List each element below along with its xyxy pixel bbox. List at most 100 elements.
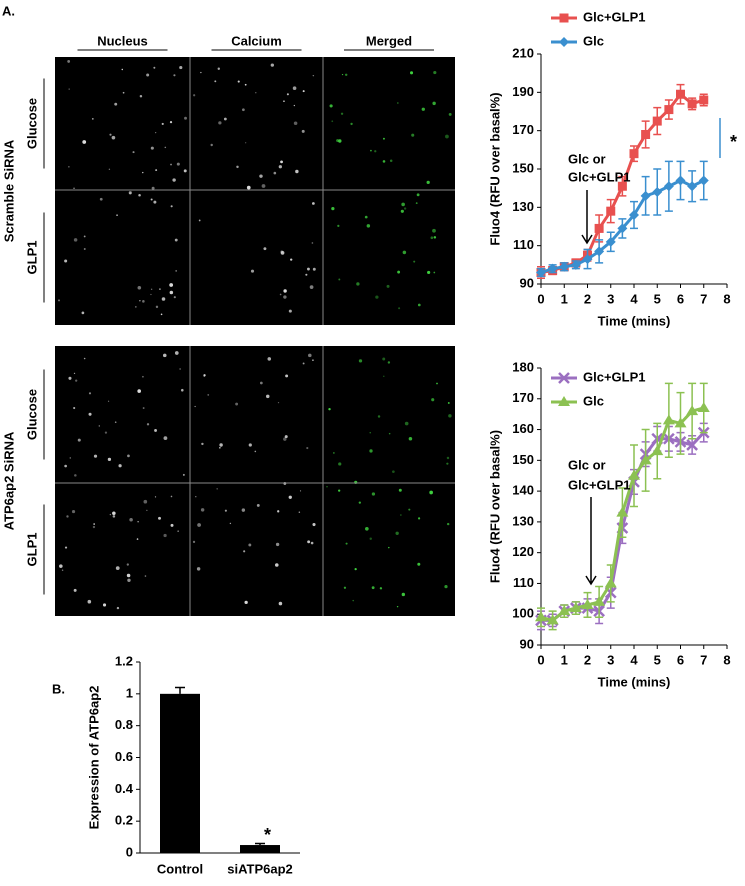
cell xyxy=(275,542,280,547)
cell xyxy=(200,71,202,74)
cell xyxy=(104,431,108,434)
marker xyxy=(628,469,640,480)
annotation: Glc or xyxy=(568,151,606,166)
cell xyxy=(179,368,181,370)
cell xyxy=(112,511,116,515)
cell xyxy=(58,299,60,302)
marker xyxy=(651,445,664,456)
cell xyxy=(344,73,348,77)
cell xyxy=(250,269,255,273)
y-tick-label: 1 xyxy=(126,685,133,700)
marker xyxy=(686,405,699,416)
cell xyxy=(158,516,162,520)
cell xyxy=(69,457,71,459)
cell xyxy=(98,425,101,427)
cell xyxy=(174,351,179,355)
cell xyxy=(421,107,425,111)
cell xyxy=(194,405,196,408)
y-axis-label: Fluo4 (RFU over basal%) xyxy=(487,430,502,583)
y-tick-label: 0.8 xyxy=(115,717,133,732)
cell xyxy=(270,63,274,67)
marker xyxy=(617,223,628,234)
cell xyxy=(64,464,67,468)
cell xyxy=(224,509,227,512)
cell xyxy=(401,592,406,597)
cell xyxy=(161,122,164,126)
cell xyxy=(73,372,76,375)
cell xyxy=(207,394,210,396)
cell xyxy=(416,193,420,197)
marker xyxy=(617,181,627,191)
cell xyxy=(150,293,152,296)
marker xyxy=(675,175,686,186)
cell xyxy=(218,121,222,125)
cell xyxy=(137,389,141,393)
cell xyxy=(259,174,263,178)
cell xyxy=(375,295,379,299)
cell xyxy=(295,169,299,174)
cell xyxy=(356,282,360,286)
cell xyxy=(61,569,64,572)
cell xyxy=(169,283,174,287)
cell xyxy=(170,163,172,166)
panel-label: A. xyxy=(2,3,15,18)
cell xyxy=(410,71,414,75)
cell xyxy=(142,407,145,409)
cell xyxy=(169,290,174,295)
cell xyxy=(200,508,205,512)
error-bar xyxy=(255,842,265,846)
cell xyxy=(154,496,157,498)
x-tick-label: 7 xyxy=(700,291,707,306)
cell xyxy=(172,178,176,182)
cell xyxy=(404,421,409,426)
cell xyxy=(403,207,407,210)
group-label: Scramble SiRNA xyxy=(1,139,16,242)
cell xyxy=(305,273,308,276)
cell xyxy=(150,288,153,290)
marker xyxy=(687,99,697,109)
y-tick-label: 210 xyxy=(512,45,534,60)
cell xyxy=(307,267,310,271)
cell xyxy=(66,515,69,518)
marker xyxy=(558,605,571,616)
cell xyxy=(350,122,353,126)
cell xyxy=(333,452,335,454)
cell xyxy=(444,585,448,589)
marker xyxy=(674,417,687,428)
marker xyxy=(687,181,698,192)
y-tick-label: 180 xyxy=(512,359,534,374)
cell xyxy=(283,100,285,102)
cell xyxy=(111,135,116,140)
cell xyxy=(398,488,402,492)
cell xyxy=(151,186,155,190)
x-tick-label: 0 xyxy=(537,652,544,667)
x-tick-label: 7 xyxy=(700,652,707,667)
cell xyxy=(392,470,395,474)
cell xyxy=(74,474,77,477)
y-tick-label: 0.2 xyxy=(115,813,133,828)
cell xyxy=(284,435,288,439)
cell xyxy=(341,73,344,76)
cell xyxy=(112,515,116,518)
marker xyxy=(686,439,699,451)
cell xyxy=(88,392,92,395)
marker xyxy=(605,236,616,247)
cell xyxy=(146,509,148,511)
cell xyxy=(446,522,450,526)
x-tick-label: 0 xyxy=(537,291,544,306)
y-tick-label: 140 xyxy=(512,483,534,498)
x-tick-label: 4 xyxy=(630,652,638,667)
cell xyxy=(417,517,421,520)
marker xyxy=(663,181,674,192)
cell xyxy=(155,169,158,172)
cell xyxy=(293,104,296,107)
marker xyxy=(697,402,710,413)
cell xyxy=(366,224,371,228)
cell xyxy=(82,140,87,144)
marker xyxy=(559,261,570,272)
y-tick-label: 120 xyxy=(512,544,534,559)
cell xyxy=(68,165,70,168)
cell xyxy=(126,573,131,578)
cell xyxy=(170,523,174,527)
bar xyxy=(160,693,200,853)
